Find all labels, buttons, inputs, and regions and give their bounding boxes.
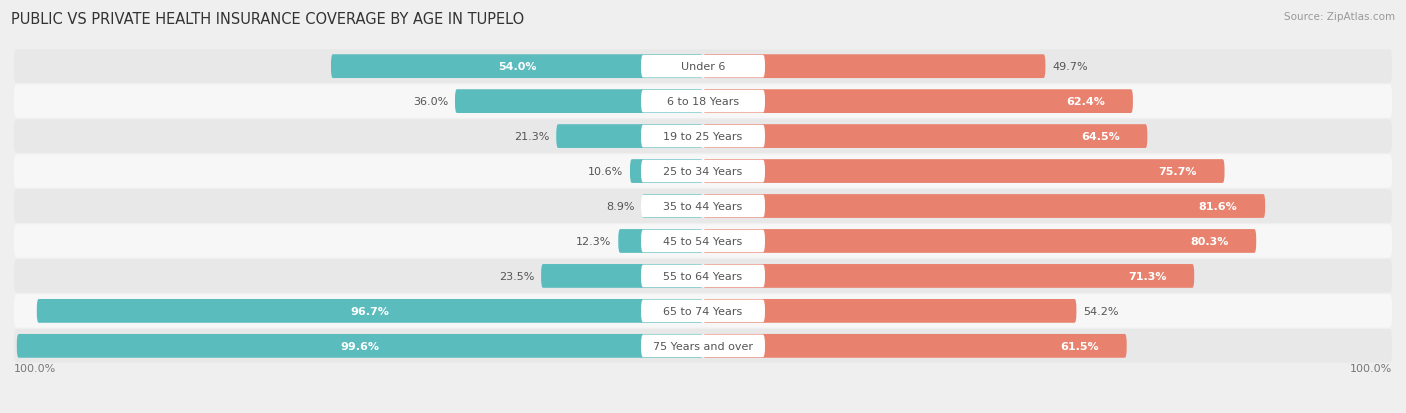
Text: 80.3%: 80.3% <box>1191 236 1229 247</box>
Text: 12.3%: 12.3% <box>576 236 612 247</box>
FancyBboxPatch shape <box>641 195 703 218</box>
FancyBboxPatch shape <box>456 90 703 114</box>
Text: 100.0%: 100.0% <box>14 363 56 373</box>
FancyBboxPatch shape <box>557 125 703 149</box>
FancyBboxPatch shape <box>37 299 703 323</box>
Text: 19 to 25 Years: 19 to 25 Years <box>664 132 742 142</box>
Text: PUBLIC VS PRIVATE HEALTH INSURANCE COVERAGE BY AGE IN TUPELO: PUBLIC VS PRIVATE HEALTH INSURANCE COVER… <box>11 12 524 27</box>
FancyBboxPatch shape <box>630 160 703 183</box>
FancyBboxPatch shape <box>703 334 1126 358</box>
FancyBboxPatch shape <box>641 90 765 113</box>
Text: 96.7%: 96.7% <box>350 306 389 316</box>
Text: 75.7%: 75.7% <box>1159 166 1197 177</box>
FancyBboxPatch shape <box>641 230 765 253</box>
Text: 10.6%: 10.6% <box>588 166 623 177</box>
FancyBboxPatch shape <box>703 125 1147 149</box>
FancyBboxPatch shape <box>703 160 1225 183</box>
Text: 36.0%: 36.0% <box>413 97 449 107</box>
Text: 8.9%: 8.9% <box>606 202 634 211</box>
FancyBboxPatch shape <box>703 264 1194 288</box>
FancyBboxPatch shape <box>330 55 703 79</box>
Text: 55 to 64 Years: 55 to 64 Years <box>664 271 742 281</box>
FancyBboxPatch shape <box>14 294 1392 328</box>
FancyBboxPatch shape <box>17 334 703 358</box>
Text: 23.5%: 23.5% <box>499 271 534 281</box>
Text: 45 to 54 Years: 45 to 54 Years <box>664 236 742 247</box>
FancyBboxPatch shape <box>641 126 765 148</box>
Text: 21.3%: 21.3% <box>515 132 550 142</box>
Text: 75 Years and over: 75 Years and over <box>652 341 754 351</box>
FancyBboxPatch shape <box>641 195 765 218</box>
FancyBboxPatch shape <box>619 230 703 253</box>
Text: 81.6%: 81.6% <box>1199 202 1237 211</box>
FancyBboxPatch shape <box>14 85 1392 119</box>
Text: 71.3%: 71.3% <box>1128 271 1167 281</box>
FancyBboxPatch shape <box>703 55 1046 79</box>
FancyBboxPatch shape <box>14 329 1392 363</box>
FancyBboxPatch shape <box>14 50 1392 84</box>
FancyBboxPatch shape <box>14 190 1392 223</box>
Text: 25 to 34 Years: 25 to 34 Years <box>664 166 742 177</box>
FancyBboxPatch shape <box>703 230 1256 253</box>
FancyBboxPatch shape <box>703 299 1077 323</box>
FancyBboxPatch shape <box>641 265 765 287</box>
Text: 62.4%: 62.4% <box>1067 97 1105 107</box>
Text: 100.0%: 100.0% <box>1350 363 1392 373</box>
Text: 49.7%: 49.7% <box>1052 62 1088 72</box>
Text: Under 6: Under 6 <box>681 62 725 72</box>
FancyBboxPatch shape <box>641 160 765 183</box>
Text: 65 to 74 Years: 65 to 74 Years <box>664 306 742 316</box>
Text: 54.0%: 54.0% <box>498 62 536 72</box>
Text: 61.5%: 61.5% <box>1060 341 1099 351</box>
FancyBboxPatch shape <box>641 335 765 357</box>
FancyBboxPatch shape <box>14 225 1392 258</box>
FancyBboxPatch shape <box>641 300 765 323</box>
Text: Source: ZipAtlas.com: Source: ZipAtlas.com <box>1284 12 1395 22</box>
FancyBboxPatch shape <box>14 259 1392 293</box>
Text: 99.6%: 99.6% <box>340 341 380 351</box>
FancyBboxPatch shape <box>14 155 1392 188</box>
Text: 6 to 18 Years: 6 to 18 Years <box>666 97 740 107</box>
Text: 54.2%: 54.2% <box>1083 306 1119 316</box>
Text: 64.5%: 64.5% <box>1081 132 1119 142</box>
FancyBboxPatch shape <box>541 264 703 288</box>
FancyBboxPatch shape <box>703 90 1133 114</box>
FancyBboxPatch shape <box>703 195 1265 218</box>
Text: 35 to 44 Years: 35 to 44 Years <box>664 202 742 211</box>
FancyBboxPatch shape <box>14 120 1392 154</box>
FancyBboxPatch shape <box>641 56 765 78</box>
